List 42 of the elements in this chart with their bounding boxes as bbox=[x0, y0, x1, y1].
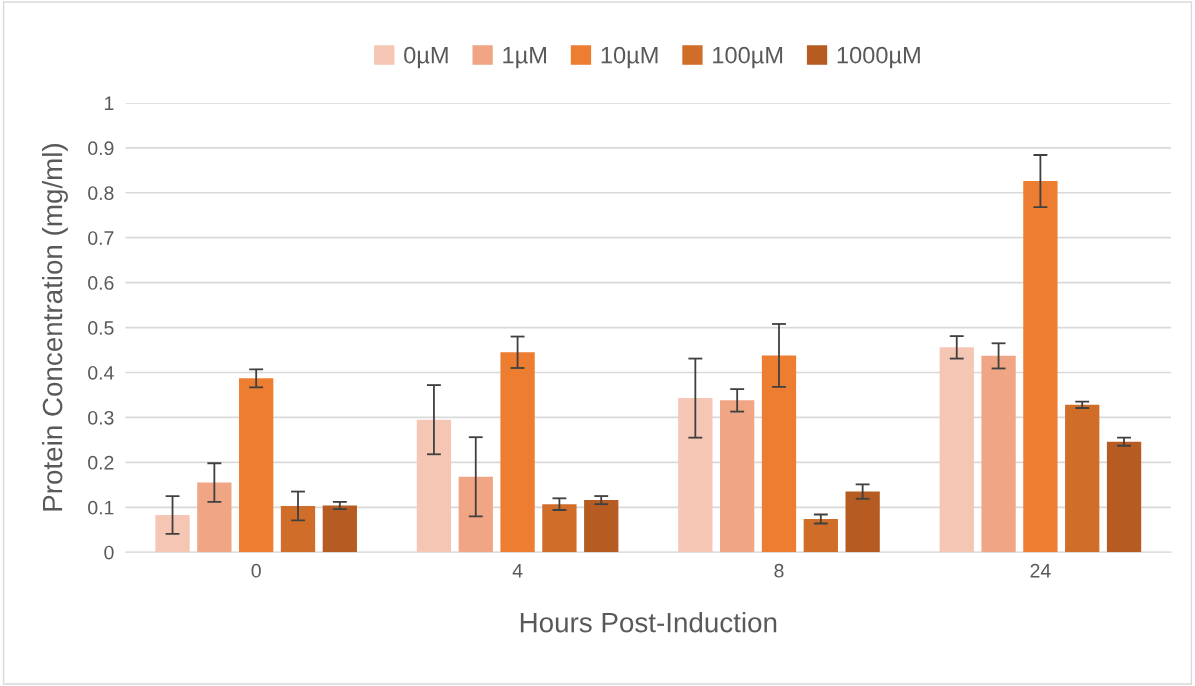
y-tick-label: 0.6 bbox=[88, 276, 114, 290]
y-axis-title: Protein Concentration (mg/ml) bbox=[42, 144, 68, 511]
bar bbox=[845, 491, 880, 553]
y-tick-label: 0.4 bbox=[88, 365, 114, 380]
x-tick-label: 24 bbox=[1030, 563, 1051, 578]
legend-label: 10µM bbox=[601, 46, 658, 69]
bar bbox=[678, 398, 713, 553]
x-tick-label: 8 bbox=[774, 563, 784, 578]
bar bbox=[458, 476, 493, 553]
x-tick-label: 4 bbox=[512, 564, 523, 578]
bar bbox=[500, 352, 535, 553]
legend-label: 1000µM bbox=[837, 46, 920, 69]
bar bbox=[761, 355, 797, 553]
bar bbox=[981, 355, 1016, 553]
legend-label: 0µM bbox=[404, 46, 448, 69]
y-tick-label: 0.7 bbox=[88, 231, 114, 245]
x-axis-title: Hours Post-Induction bbox=[520, 612, 777, 633]
bar bbox=[239, 378, 274, 553]
bar bbox=[1065, 404, 1100, 553]
bar bbox=[155, 514, 190, 553]
bar bbox=[542, 504, 577, 553]
bar bbox=[322, 505, 357, 553]
bar bbox=[197, 482, 232, 553]
y-tick-label: 1 bbox=[105, 96, 114, 110]
legend-label: 100µM bbox=[713, 46, 783, 69]
bar bbox=[1023, 181, 1058, 553]
bar bbox=[584, 500, 619, 553]
y-tick-label: 0 bbox=[104, 545, 114, 560]
bar bbox=[280, 505, 316, 553]
legend-label: 1µM bbox=[503, 47, 546, 69]
y-tick-label: 0.8 bbox=[88, 186, 114, 200]
bar bbox=[720, 400, 755, 553]
bar bbox=[416, 419, 452, 553]
y-tick-label: 0.5 bbox=[88, 321, 114, 335]
bar bbox=[939, 347, 974, 553]
bar bbox=[803, 518, 838, 553]
y-tick-label: 0.2 bbox=[88, 455, 114, 470]
y-tick-label: 0.3 bbox=[88, 410, 114, 425]
y-tick-label: 0.1 bbox=[88, 500, 114, 515]
x-tick-label: 0 bbox=[251, 563, 261, 578]
bar bbox=[1106, 441, 1142, 553]
y-tick-label: 0.9 bbox=[88, 141, 114, 156]
